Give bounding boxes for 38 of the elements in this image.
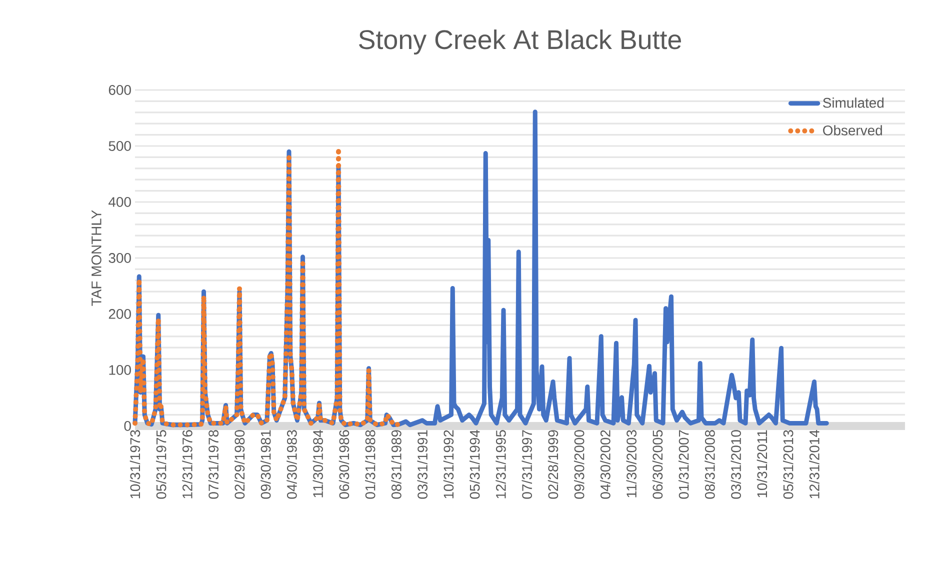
x-tick-label: 12/31/1976 bbox=[182, 430, 192, 498]
x-tick-label: 05/31/2013 bbox=[783, 430, 794, 499]
x-tick-label: 10/31/1992 bbox=[443, 430, 454, 498]
x-tick-label: 02/28/1999 bbox=[548, 430, 558, 499]
legend-label: Observed bbox=[823, 125, 882, 136]
y-axis-title: TAF MONTHLY bbox=[91, 210, 102, 306]
x-tick-label: 04/30/1983 bbox=[286, 430, 297, 499]
y-tick-label: 0 bbox=[124, 421, 131, 431]
x-tick-label: 01/31/2007 bbox=[678, 430, 689, 499]
x-tick-label: 06/30/2005 bbox=[652, 430, 663, 499]
x-tick-label: 02/29/1980 bbox=[234, 430, 245, 499]
x-tick-label: 10/31/1973 bbox=[130, 430, 140, 498]
x-tick-label: 07/31/1978 bbox=[208, 430, 218, 499]
x-tick-label: 01/31/1988 bbox=[365, 430, 376, 499]
x-tick-label: 03/31/2010 bbox=[730, 430, 742, 499]
x-tick-label: 10/31/2011 bbox=[756, 430, 768, 498]
x-tick-label: 06/30/1986 bbox=[338, 430, 350, 499]
x-tick-label: 08/31/2008 bbox=[704, 430, 715, 499]
x-tick-label: 05/31/1975 bbox=[156, 430, 166, 499]
x-tick-label: 08/31/1989 bbox=[391, 430, 402, 499]
x-tick-label: 11/30/2003 bbox=[626, 430, 637, 498]
y-tick-label: 500 bbox=[108, 141, 131, 151]
x-tick-label: 07/31/1997 bbox=[522, 430, 532, 499]
x-tick-label: 05/31/1994 bbox=[470, 430, 480, 499]
x-tick-label: 11/30/1984 bbox=[312, 430, 323, 498]
chart-title: Stony Creek At Black Butte bbox=[359, 29, 681, 55]
x-tick-label: 12/31/1995 bbox=[496, 430, 506, 498]
y-tick-label: 400 bbox=[108, 197, 131, 207]
x-tick-label: 12/31/2014 bbox=[809, 430, 820, 498]
y-tick-label: 600 bbox=[108, 85, 131, 95]
y-tick-label: 200 bbox=[108, 309, 131, 319]
x-tick-label: 04/30/2002 bbox=[600, 430, 610, 499]
y-tick-label: 100 bbox=[109, 365, 131, 375]
legend-label: Simulated bbox=[823, 98, 884, 108]
x-tick-label: 09/30/1981 bbox=[260, 430, 271, 499]
x-tick-label: 09/30/2000 bbox=[574, 430, 584, 499]
x-tick-label: 03/31/1991 bbox=[417, 430, 428, 499]
y-tick-label: 300 bbox=[108, 253, 131, 263]
